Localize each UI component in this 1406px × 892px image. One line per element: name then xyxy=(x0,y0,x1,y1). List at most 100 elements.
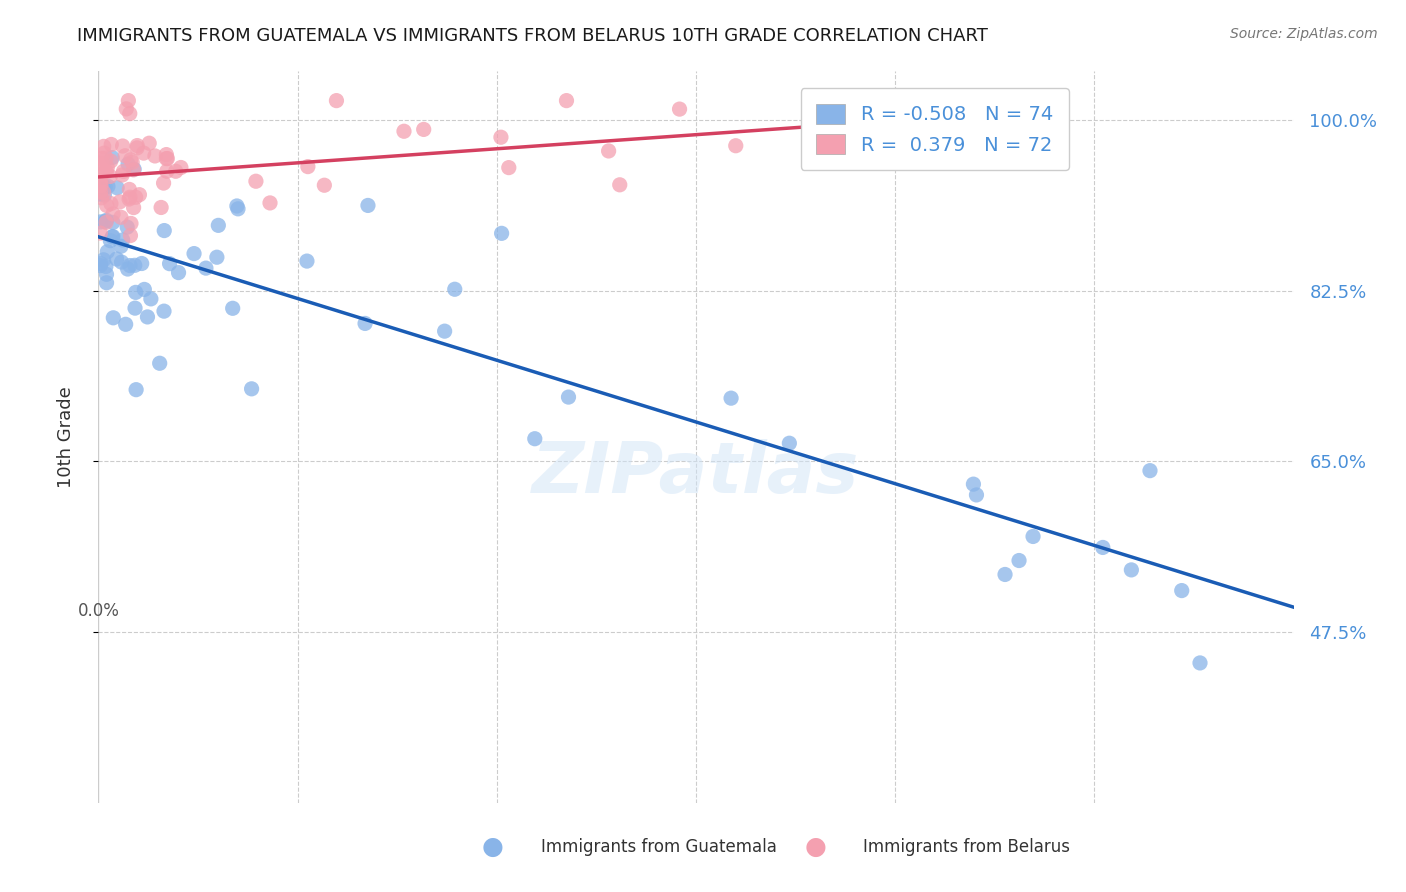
Immigrants from Guatemala xyxy=(93,188,115,202)
Immigrants from Belarus xyxy=(392,124,415,138)
Immigrants from Guatemala xyxy=(118,259,141,273)
Immigrants from Belarus xyxy=(143,149,166,163)
Text: ●: ● xyxy=(482,835,503,859)
Immigrants from Guatemala xyxy=(354,317,377,331)
Immigrants from Guatemala xyxy=(778,436,800,450)
Immigrants from Guatemala xyxy=(720,391,742,405)
Immigrants from Belarus xyxy=(156,152,179,166)
Immigrants from Belarus xyxy=(118,190,141,204)
Immigrants from Guatemala xyxy=(98,234,121,248)
Immigrants from Guatemala xyxy=(225,199,247,213)
Text: ●: ● xyxy=(804,835,827,859)
Immigrants from Guatemala xyxy=(101,229,124,244)
Immigrants from Belarus xyxy=(89,178,111,192)
Immigrants from Guatemala xyxy=(94,214,117,228)
Immigrants from Guatemala xyxy=(194,261,217,276)
Immigrants from Belarus xyxy=(127,138,149,153)
Immigrants from Belarus xyxy=(114,149,136,163)
Immigrants from Belarus xyxy=(118,106,141,120)
Immigrants from Guatemala xyxy=(433,324,456,338)
Immigrants from Guatemala xyxy=(122,162,145,177)
Immigrants from Guatemala xyxy=(1170,583,1192,598)
Immigrants from Belarus xyxy=(156,164,179,178)
Immigrants from Belarus xyxy=(489,130,512,145)
Immigrants from Guatemala xyxy=(994,567,1017,582)
Immigrants from Guatemala xyxy=(114,318,136,332)
Immigrants from Belarus xyxy=(118,192,141,206)
Immigrants from Guatemala xyxy=(205,250,228,264)
Immigrants from Belarus xyxy=(609,178,631,192)
Immigrants from Guatemala xyxy=(93,252,115,267)
Immigrants from Guatemala xyxy=(91,179,114,194)
Legend: R = -0.508   N = 74, R =  0.379   N = 72: R = -0.508 N = 74, R = 0.379 N = 72 xyxy=(800,88,1069,170)
Immigrants from Guatemala xyxy=(94,180,117,194)
Immigrants from Belarus xyxy=(100,196,122,211)
Immigrants from Belarus xyxy=(94,215,117,229)
Immigrants from Belarus xyxy=(122,201,145,215)
Immigrants from Guatemala xyxy=(965,488,987,502)
Immigrants from Belarus xyxy=(155,147,177,161)
Immigrants from Guatemala xyxy=(1008,553,1031,567)
Immigrants from Belarus xyxy=(100,154,122,169)
Immigrants from Guatemala xyxy=(153,223,176,237)
Immigrants from Guatemala xyxy=(101,151,124,165)
Immigrants from Guatemala xyxy=(1022,529,1045,543)
Immigrants from Belarus xyxy=(724,138,747,153)
Text: IMMIGRANTS FROM GUATEMALA VS IMMIGRANTS FROM BELARUS 10TH GRADE CORRELATION CHAR: IMMIGRANTS FROM GUATEMALA VS IMMIGRANTS … xyxy=(77,27,988,45)
Immigrants from Belarus xyxy=(555,94,578,108)
Text: Source: ZipAtlas.com: Source: ZipAtlas.com xyxy=(1230,27,1378,41)
Immigrants from Belarus xyxy=(90,191,112,205)
Immigrants from Belarus xyxy=(117,94,139,108)
Immigrants from Belarus xyxy=(94,151,117,165)
Immigrants from Guatemala xyxy=(183,246,205,260)
Immigrants from Guatemala xyxy=(105,181,128,195)
Immigrants from Belarus xyxy=(132,146,155,161)
Immigrants from Guatemala xyxy=(105,252,128,266)
Immigrants from Belarus xyxy=(93,186,115,200)
Immigrants from Belarus xyxy=(170,161,193,175)
Immigrants from Guatemala xyxy=(103,310,125,325)
Immigrants from Guatemala xyxy=(149,356,172,370)
Immigrants from Belarus xyxy=(259,195,281,210)
Immigrants from Belarus xyxy=(89,173,111,187)
Immigrants from Belarus xyxy=(89,226,111,240)
Immigrants from Belarus xyxy=(115,102,138,116)
Immigrants from Belarus xyxy=(91,160,114,174)
Immigrants from Belarus xyxy=(112,164,135,178)
Immigrants from Guatemala xyxy=(1091,541,1114,555)
Immigrants from Guatemala xyxy=(117,262,139,277)
Immigrants from Belarus xyxy=(155,152,177,166)
Immigrants from Belarus xyxy=(90,151,112,165)
Immigrants from Belarus xyxy=(314,178,336,193)
Immigrants from Guatemala xyxy=(90,257,112,271)
Immigrants from Belarus xyxy=(127,141,149,155)
Immigrants from Belarus xyxy=(800,154,823,169)
Immigrants from Guatemala xyxy=(94,260,117,274)
Immigrants from Guatemala xyxy=(153,304,176,318)
Immigrants from Belarus xyxy=(122,162,145,177)
Immigrants from Belarus xyxy=(91,167,114,181)
Immigrants from Belarus xyxy=(498,161,520,175)
Immigrants from Guatemala xyxy=(111,233,134,247)
Immigrants from Guatemala xyxy=(207,219,229,233)
Immigrants from Guatemala xyxy=(115,220,138,235)
Immigrants from Guatemala xyxy=(1188,656,1211,670)
Immigrants from Belarus xyxy=(96,165,118,179)
Immigrants from Guatemala xyxy=(124,258,146,272)
Immigrants from Guatemala xyxy=(357,198,380,212)
Immigrants from Guatemala xyxy=(125,285,148,300)
Immigrants from Belarus xyxy=(90,178,112,193)
Immigrants from Belarus xyxy=(111,168,134,182)
Immigrants from Belarus xyxy=(90,156,112,170)
Immigrants from Belarus xyxy=(118,182,141,196)
Immigrants from Belarus xyxy=(120,153,142,167)
Immigrants from Belarus xyxy=(100,137,122,152)
Text: Immigrants from Guatemala: Immigrants from Guatemala xyxy=(541,838,776,855)
Immigrants from Guatemala xyxy=(159,257,181,271)
Immigrants from Guatemala xyxy=(131,256,153,270)
Immigrants from Belarus xyxy=(96,161,118,175)
Text: ZIPatlas: ZIPatlas xyxy=(533,439,859,508)
Text: 0.0%: 0.0% xyxy=(77,602,120,620)
Immigrants from Guatemala xyxy=(97,179,120,194)
Immigrants from Belarus xyxy=(128,187,150,202)
